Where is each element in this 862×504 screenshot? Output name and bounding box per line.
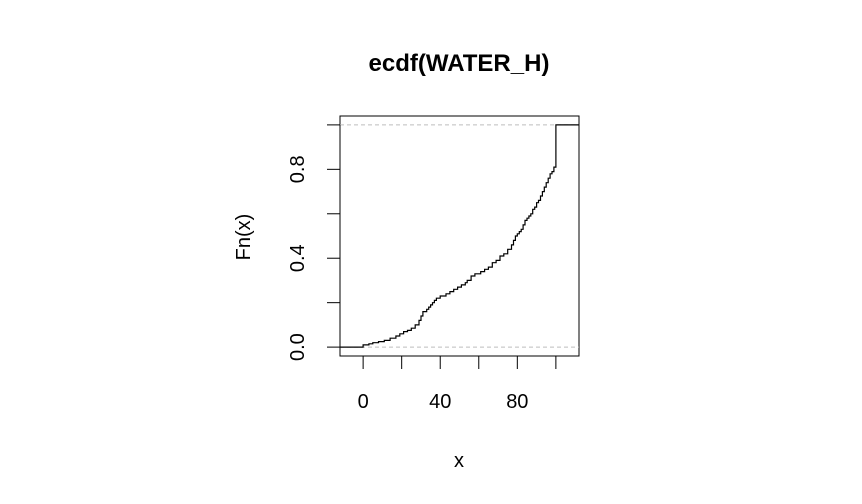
reference-lines — [340, 124, 579, 348]
plot-frame — [339, 115, 580, 357]
x-tick-label: 40 — [429, 391, 451, 413]
x-axis: 0 40 80 — [358, 355, 557, 413]
y-axis-label: Fn(x) — [233, 214, 255, 261]
y-tick-label: 0.0 — [287, 333, 309, 361]
y-tick-label: 0.4 — [287, 244, 309, 272]
x-tick-label: 0 — [358, 391, 369, 413]
ecdf-step-line — [340, 124, 579, 348]
x-tick-label: 80 — [506, 391, 528, 413]
y-axis: 0.0 0.4 0.8 — [287, 124, 341, 361]
x-axis-label: x — [454, 450, 464, 472]
y-tick-label: 0.8 — [287, 155, 309, 183]
chart-title: ecdf(WATER_H) — [369, 50, 550, 77]
